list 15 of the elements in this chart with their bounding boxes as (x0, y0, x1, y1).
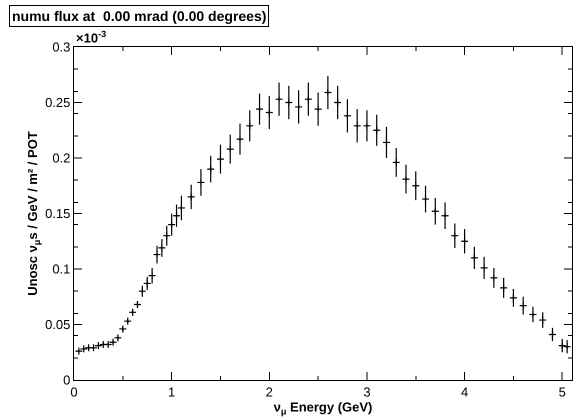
x-axis-title: ν$_{μ}$ Energy (GeV) (274, 400, 372, 416)
y-tick-label: 0.05 (45, 317, 70, 332)
y-tick-label: 0 (63, 372, 70, 388)
y-tick-label: 0.2 (52, 150, 70, 166)
x-tick-label: 1 (168, 384, 176, 400)
y-tick-label: 0.3 (52, 40, 70, 55)
y-tick-label: 0.25 (45, 95, 70, 110)
x-tick-label: 2 (266, 384, 273, 400)
y-tick-label: 0.1 (52, 262, 70, 277)
x-tick-label: 4 (460, 384, 468, 400)
chart-title: numu flux at 0.00 mrad (0.00 degrees) (12, 8, 266, 24)
y-tick-label: 0.15 (45, 206, 70, 222)
x-tick-label: 5 (558, 384, 566, 400)
text: ×10$^{-3}$ (76, 29, 106, 46)
x-tick-label: 3 (363, 384, 371, 400)
